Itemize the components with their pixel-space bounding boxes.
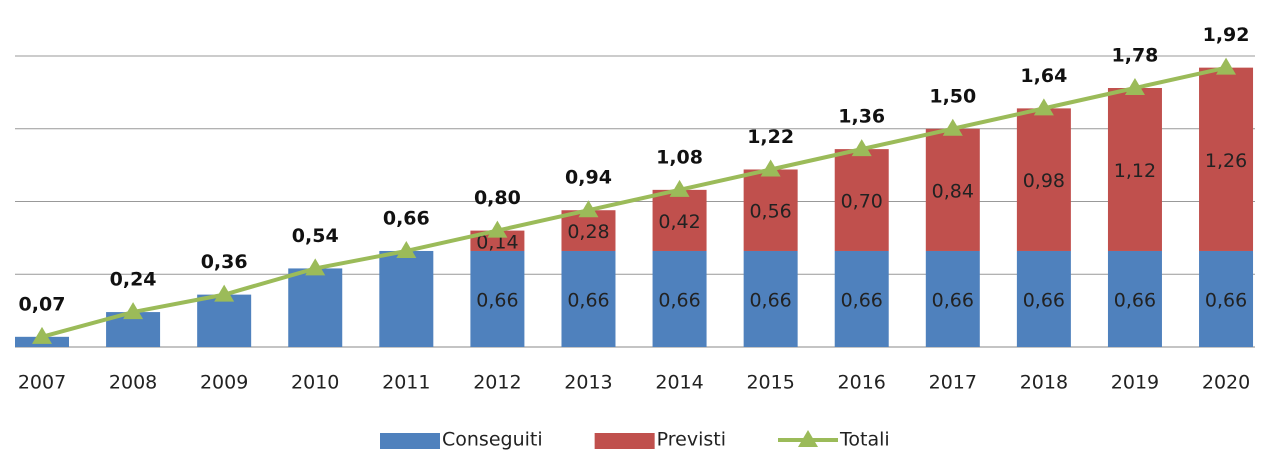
bar	[470, 230, 525, 251]
value-label: 0,24	[110, 269, 157, 291]
value-label: 1,08	[656, 146, 703, 168]
x-tick-label: 2017	[929, 372, 977, 394]
bar	[197, 294, 252, 347]
legend-swatch	[594, 433, 655, 449]
x-tick-label: 2020	[1202, 372, 1250, 394]
x-tick-label: 2019	[1111, 372, 1159, 394]
value-label: 1,12	[1114, 160, 1156, 182]
marker	[396, 240, 417, 258]
value-label: 0,70	[841, 191, 883, 213]
value-label: 0,36	[201, 251, 248, 273]
marker	[760, 159, 781, 177]
legend-swatch	[798, 430, 818, 447]
x-tick-label: 2010	[291, 372, 339, 394]
bar	[470, 250, 525, 347]
value-label: 0,07	[19, 293, 66, 315]
value-label: 1,64	[1020, 65, 1067, 87]
value-label: 0,66	[658, 290, 700, 312]
value-label: 0,66	[383, 207, 430, 229]
value-label: 0,80	[474, 187, 521, 209]
x-tick-label: 2009	[200, 372, 248, 394]
value-label: 0,98	[1023, 170, 1065, 192]
x-tick-label: 2018	[1020, 372, 1068, 394]
bar	[743, 169, 798, 251]
bar	[652, 189, 707, 251]
value-label: 1,78	[1112, 45, 1159, 67]
marker	[942, 118, 963, 136]
value-label: 1,92	[1203, 24, 1250, 46]
x-tick-label: 2011	[382, 372, 430, 394]
value-label: 1,36	[838, 106, 885, 128]
value-label: 0,66	[1205, 290, 1247, 312]
legend-label: Previsti	[657, 429, 726, 451]
value-label: 0,66	[841, 290, 883, 312]
x-tick-label: 2007	[18, 372, 66, 394]
x-tick-label: 2013	[564, 372, 612, 394]
value-label: 0,84	[932, 180, 974, 202]
bar	[288, 268, 343, 347]
bar	[1107, 88, 1162, 251]
bar	[652, 250, 707, 347]
value-label: 0,66	[932, 290, 974, 312]
value-label: 0,66	[567, 290, 609, 312]
bar	[561, 250, 616, 347]
x-tick-label: 2012	[473, 372, 521, 394]
x-tick-label: 2015	[746, 372, 794, 394]
marker	[487, 220, 508, 238]
marker	[851, 139, 872, 157]
bar	[379, 250, 434, 347]
value-label: 1,50	[929, 85, 976, 107]
value-label: 0,66	[1114, 290, 1156, 312]
x-tick-label: 2014	[655, 372, 703, 394]
marker	[578, 200, 599, 218]
value-label: 1,26	[1205, 150, 1247, 172]
legend-label: Totali	[839, 429, 890, 451]
value-label: 1,22	[747, 126, 794, 148]
legend-label: Conseguiti	[442, 429, 543, 451]
value-label: 0,54	[292, 225, 339, 247]
value-label: 0,42	[658, 211, 700, 233]
marker	[32, 326, 52, 344]
line	[41, 65, 1227, 339]
bar	[925, 250, 980, 347]
bar	[1107, 250, 1162, 347]
value-label: 0,66	[749, 290, 791, 312]
bar	[834, 149, 889, 251]
bar	[925, 128, 980, 251]
x-tick-label: 2016	[838, 372, 886, 394]
marker	[214, 284, 235, 302]
bar	[743, 250, 798, 347]
value-label: 0,28	[567, 221, 609, 243]
bar	[1199, 67, 1254, 251]
marker	[1216, 57, 1237, 75]
marker	[1033, 98, 1054, 116]
x-tick-label: 2008	[109, 372, 157, 394]
bar	[1016, 250, 1071, 347]
legend-swatch	[380, 433, 440, 449]
value-label: 0,66	[476, 290, 518, 312]
bar	[1199, 250, 1254, 347]
marker	[123, 302, 144, 320]
value-label: 0,94	[565, 167, 612, 189]
marker	[669, 179, 690, 197]
value-label: 0,56	[749, 201, 791, 223]
marker	[305, 258, 326, 276]
value-label: 0,66	[1023, 290, 1065, 312]
bar	[834, 250, 889, 347]
value-label: 0,14	[476, 231, 518, 253]
marker	[1124, 78, 1145, 96]
bar	[1016, 108, 1071, 251]
